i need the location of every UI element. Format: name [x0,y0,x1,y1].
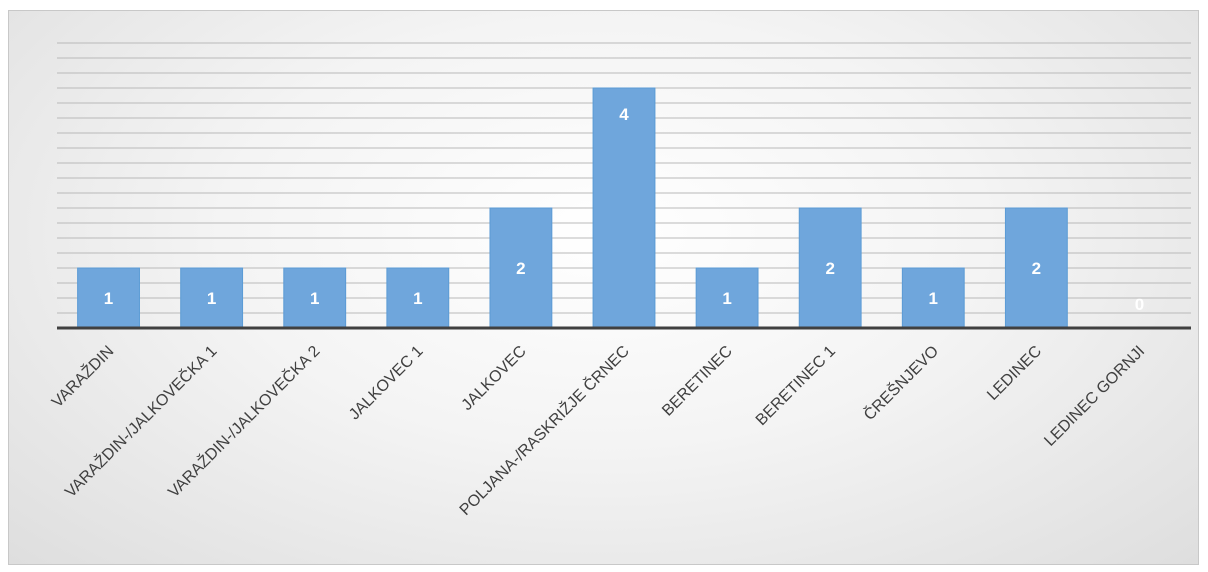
bar [695,267,759,329]
data-label: 1 [413,289,422,308]
bar [283,267,347,329]
bar-chart: 1 1 1 1 2 4 1 2 1 2 0 VARAŽDINVARAŽDIN-/JALKOVEČKA… [48,42,1191,519]
category-label: BERETINEC 1 [753,343,839,429]
data-label: 1 [929,289,938,308]
category-label: BERETINEC [659,343,736,420]
bar [489,207,553,329]
data-label: 4 [619,105,629,124]
bar [180,267,244,329]
data-label: 2 [825,259,834,278]
bar [592,87,656,329]
data-label: 1 [104,289,113,308]
category-label: LEDINEC [984,343,1045,404]
data-labels: 1 1 1 1 2 4 1 2 1 2 0 [104,105,1144,314]
data-label: 2 [516,259,525,278]
category-label: VARAŽDIN [48,341,118,411]
category-label: LEDINEC GORNJI [1041,343,1148,450]
category-label: JALKOVEC [459,343,530,414]
bar [1004,207,1068,329]
chart-area: 1 1 1 1 2 4 1 2 1 2 0 VARAŽDIN VARAŽDIN-/JALKOVEČKA… [8,10,1199,565]
category-label: POLJANA-/RASKRIŽJE ČRNEC [455,341,633,519]
data-label: 0 [1135,295,1144,314]
category-label: JALKOVEC 1 [346,343,427,424]
data-label: 1 [310,289,319,308]
bar [386,267,450,329]
category-label: ČREŠNJEVO [860,341,943,424]
bar [77,267,140,329]
bar [798,207,862,329]
data-label: 2 [1032,259,1041,278]
data-label: 1 [722,289,731,308]
bar [901,267,965,329]
bars [77,87,1068,329]
data-label: 1 [207,289,216,308]
